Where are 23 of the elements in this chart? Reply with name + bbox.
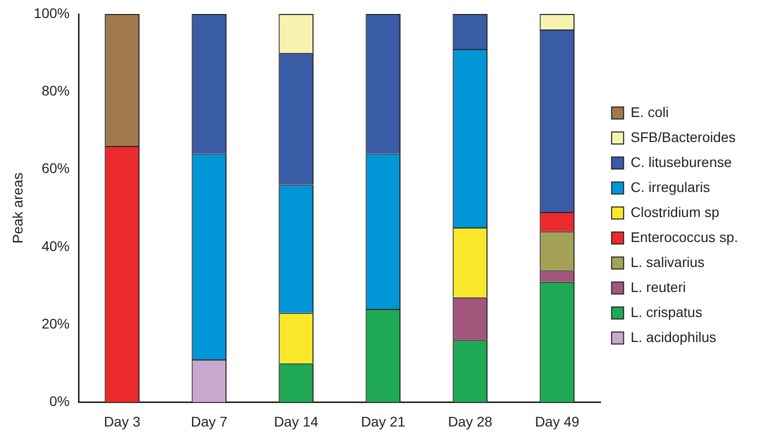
- x-tick-label: Day 7: [190, 413, 228, 430]
- x-tick-label: Day 14: [274, 413, 318, 430]
- legend-label: Clostridium sp: [630, 204, 720, 220]
- y-tick-label: 60%: [42, 160, 70, 176]
- y-tick-label: 80%: [42, 82, 70, 98]
- y-tick-label: 100%: [34, 4, 70, 21]
- x-tick-label: Day 3: [104, 413, 141, 430]
- legend-label: L. salivarius: [630, 254, 705, 270]
- x-tick-label: Day 28: [448, 413, 493, 430]
- x-tick-label: Day 49: [534, 413, 580, 430]
- legend-label: L. reuteri: [630, 278, 686, 295]
- legend-label: L. acidophilus: [630, 328, 716, 345]
- x-tick-label: Day 21: [360, 413, 406, 430]
- legend-label: Enterococcus sp.: [630, 228, 738, 245]
- legend-label: SFB/Bacteroides: [630, 128, 736, 145]
- legend-label: E. coli: [630, 104, 669, 120]
- y-tick-label: 0%: [49, 393, 70, 410]
- legend-label: C. irregularis: [630, 178, 710, 195]
- legend-label: C. lituseburense: [630, 154, 732, 170]
- y-axis-title: Peak areas: [9, 172, 26, 244]
- y-tick-label: 40%: [42, 238, 70, 254]
- y-tick-label: 20%: [42, 315, 70, 332]
- legend-label: L. crispatus: [630, 304, 702, 320]
